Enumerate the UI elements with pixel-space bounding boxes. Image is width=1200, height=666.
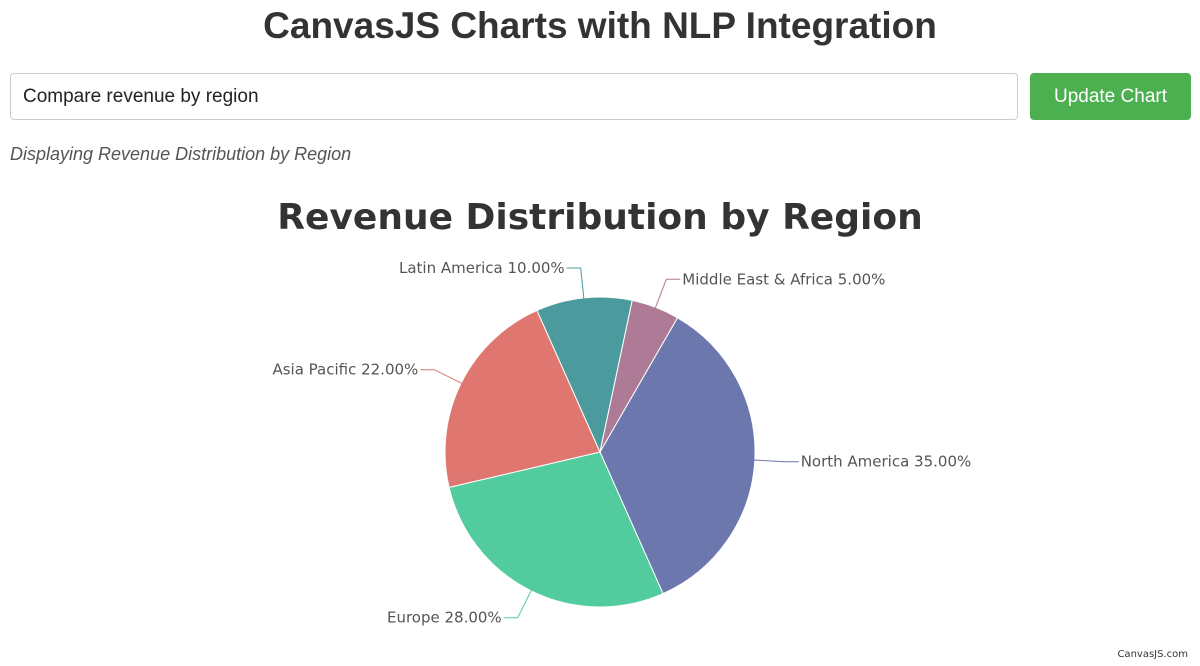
status-text: Displaying Revenue Distribution by Regio… (10, 144, 352, 164)
pie-leader-lines (420, 267, 799, 619)
credit-link[interactable]: CanvasJS.com (1117, 649, 1188, 660)
pie-label-asia-pacific: Asia Pacific 22.00% (272, 361, 418, 379)
query-input[interactable] (10, 73, 1018, 120)
chart-title: Revenue Distribution by Region (277, 197, 922, 238)
pie-label-latin-america: Latin America 10.00% (399, 259, 565, 277)
pie-label-europe: Europe 28.00% (387, 609, 502, 627)
pie-leader-line-latin-america (566, 267, 585, 304)
page-title: CanvasJS Charts with NLP Integration (263, 5, 937, 46)
pie-leader-line-asia-pacific (420, 369, 467, 387)
update-chart-button[interactable]: Update Chart (1030, 73, 1191, 120)
pie-leader-line-europe (503, 585, 535, 619)
pie-labels: North America 35.00% Europe 28.00% Asia Pa… (272, 259, 971, 627)
pie-chart: Revenue Distribution by Region North Ame… (272, 197, 971, 627)
chart-container: Revenue Distribution by Region North Ame… (0, 180, 1200, 666)
pie-slices (444, 296, 756, 608)
pie-leader-line-middle-east-and-africa (652, 278, 681, 314)
pie-label-north-america: North America 35.00% (801, 453, 972, 471)
pie-label-middle-east-and-africa: Middle East & Africa 5.00% (682, 270, 885, 288)
pie-leader-line-north-america (748, 459, 799, 463)
